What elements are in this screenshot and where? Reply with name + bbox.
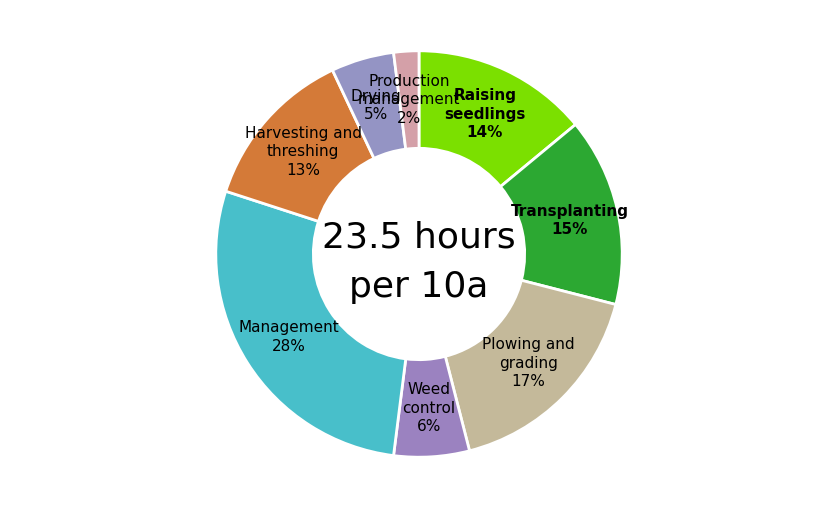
- Text: Production
management
2%: Production management 2%: [358, 74, 461, 126]
- Text: Management
28%: Management 28%: [238, 320, 339, 354]
- Wedge shape: [225, 70, 374, 221]
- Wedge shape: [333, 52, 406, 158]
- Text: 23.5 hours: 23.5 hours: [322, 221, 516, 255]
- Wedge shape: [216, 191, 406, 456]
- Text: per 10a: per 10a: [349, 270, 489, 303]
- Text: Harvesting and
threshing
13%: Harvesting and threshing 13%: [245, 126, 362, 178]
- Wedge shape: [419, 51, 576, 186]
- Wedge shape: [500, 124, 622, 304]
- Text: Transplanting
15%: Transplanting 15%: [510, 204, 628, 237]
- Wedge shape: [394, 51, 419, 149]
- Wedge shape: [394, 356, 469, 457]
- Text: Drying
5%: Drying 5%: [350, 89, 401, 122]
- Text: Raising
seedlings
14%: Raising seedlings 14%: [444, 88, 525, 140]
- Wedge shape: [445, 280, 616, 451]
- Text: Weed
control
6%: Weed control 6%: [402, 382, 455, 434]
- Text: Plowing and
grading
17%: Plowing and grading 17%: [482, 337, 575, 389]
